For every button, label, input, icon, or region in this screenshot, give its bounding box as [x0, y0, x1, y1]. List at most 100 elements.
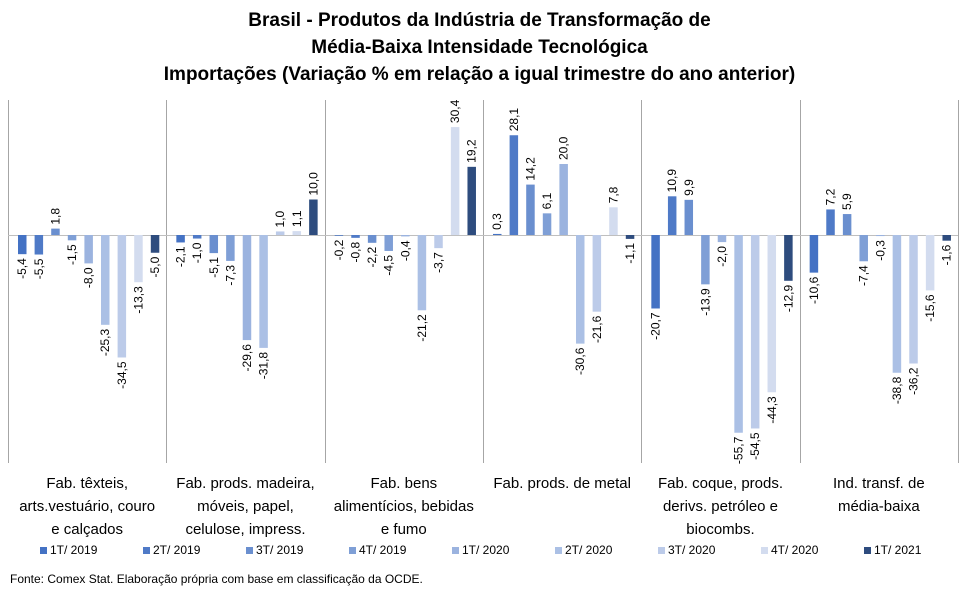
legend-item: 4T/ 2020 [761, 543, 864, 557]
bar [367, 235, 377, 243]
bar [784, 235, 793, 281]
data-label: -21,6 [590, 315, 604, 343]
category-label-line: e calçados [51, 521, 124, 538]
bar [750, 235, 760, 429]
bar [209, 235, 219, 254]
data-label: -44,3 [765, 396, 779, 424]
data-label: -1,0 [190, 242, 204, 263]
category-label-line: biocombs. [686, 521, 755, 538]
bar [859, 235, 868, 262]
legend-swatch [864, 546, 871, 554]
category-label-line: Fab. prods. madeira, [176, 475, 315, 492]
data-label: -4,5 [382, 255, 396, 276]
bar [876, 235, 885, 237]
legend-swatch [761, 546, 768, 554]
bar [450, 127, 460, 235]
data-label: -54,5 [748, 432, 762, 460]
data-label: -30,6 [573, 347, 587, 375]
data-label: 1,0 [273, 210, 287, 227]
legend-swatch [658, 546, 665, 554]
bar [84, 235, 93, 264]
legend-swatch [143, 546, 150, 554]
data-label: -1,1 [623, 243, 637, 264]
legend-swatch [349, 546, 356, 554]
bar [809, 235, 819, 273]
legend-label: 3T/ 2020 [668, 543, 716, 557]
data-label: -0,2 [332, 239, 346, 260]
category-label-line: arts.vestuário, couro [19, 498, 156, 515]
bar [18, 235, 27, 255]
legend: 1T/ 2019 2T/ 2019 3T/ 2019 4T/ 2019 1T/ 2020… [40, 543, 959, 557]
category-label: Fab. bens alimentícios, bebidas e fumo [325, 472, 483, 541]
data-label: -8,0 [82, 267, 96, 288]
bar [592, 235, 602, 312]
bar [467, 166, 476, 235]
data-label: -5,0 [148, 256, 162, 277]
legend-label: 1T/ 2021 [874, 543, 922, 557]
bar [509, 135, 519, 235]
data-label: -25,3 [98, 328, 112, 356]
bar [134, 235, 143, 283]
legend-label: 2T/ 2020 [565, 543, 613, 557]
category-label-line: Fab. prods. de metal [493, 475, 631, 492]
data-label: 20,0 [557, 136, 571, 160]
data-label: -13,9 [698, 288, 712, 316]
bar [384, 235, 393, 251]
data-label: -5,1 [207, 257, 221, 278]
data-label: 1,1 [290, 210, 304, 227]
bar [576, 235, 585, 344]
bar [609, 207, 618, 235]
data-label: -29,6 [240, 344, 254, 372]
category-label: Fab. têxteis, arts.vestuário, couro e calç… [8, 472, 166, 541]
data-label: -2,1 [174, 246, 188, 267]
data-label: -3,7 [432, 252, 446, 273]
data-label: 10,0 [306, 172, 320, 196]
bar [909, 235, 918, 364]
category-label-line: Fab. têxteis, [46, 475, 129, 492]
data-label: -38,8 [890, 376, 904, 404]
category-label-line: celulose, impress. [185, 521, 306, 538]
data-label: -36,2 [907, 367, 921, 395]
bar [150, 235, 160, 253]
legend-label: 3T/ 2019 [256, 543, 304, 557]
category-label: Ind. transf. de média-baixa [800, 472, 958, 518]
data-label: -1,5 [65, 244, 79, 265]
data-label: -7,3 [223, 265, 237, 286]
legend-label: 2T/ 2019 [153, 543, 201, 557]
legend-item: 2T/ 2019 [143, 543, 246, 557]
data-label: -13,3 [131, 286, 145, 314]
bar [192, 235, 202, 239]
bar [34, 235, 44, 255]
legend-swatch [246, 546, 253, 554]
legend-swatch [40, 546, 47, 554]
bar [226, 235, 235, 261]
bar [242, 235, 252, 341]
bar [334, 235, 344, 236]
bar [401, 235, 410, 237]
data-label: 30,4 [448, 99, 462, 123]
legend-label: 4T/ 2019 [359, 543, 407, 557]
data-label: 1,8 [48, 208, 62, 225]
legend-item: 1T/ 2021 [864, 543, 959, 557]
data-label: -15,6 [923, 294, 937, 322]
legend-item: 4T/ 2019 [349, 543, 452, 557]
bar [651, 235, 660, 309]
category-label: Fab. prods. de metal [483, 472, 641, 495]
category-label-line: Ind. transf. de [832, 475, 925, 492]
category-label-line: e fumo [380, 521, 427, 538]
legend-item: 1T/ 2020 [452, 543, 555, 557]
legend-label: 1T/ 2020 [462, 543, 510, 557]
bar [101, 235, 110, 325]
legend-item: 2T/ 2020 [555, 543, 658, 557]
legend-label: 4T/ 2020 [771, 543, 819, 557]
data-label: 0,3 [490, 213, 504, 230]
source-note: Fonte: Comex Stat. Elaboração própria co… [10, 572, 423, 586]
data-label: -55,7 [732, 436, 746, 464]
data-label: -31,8 [257, 352, 271, 380]
data-label: -5,5 [32, 258, 46, 279]
bar [51, 228, 60, 235]
data-label: -21,2 [415, 314, 429, 342]
data-label: -5,4 [15, 258, 29, 279]
bar [942, 235, 951, 241]
bar [842, 214, 852, 235]
